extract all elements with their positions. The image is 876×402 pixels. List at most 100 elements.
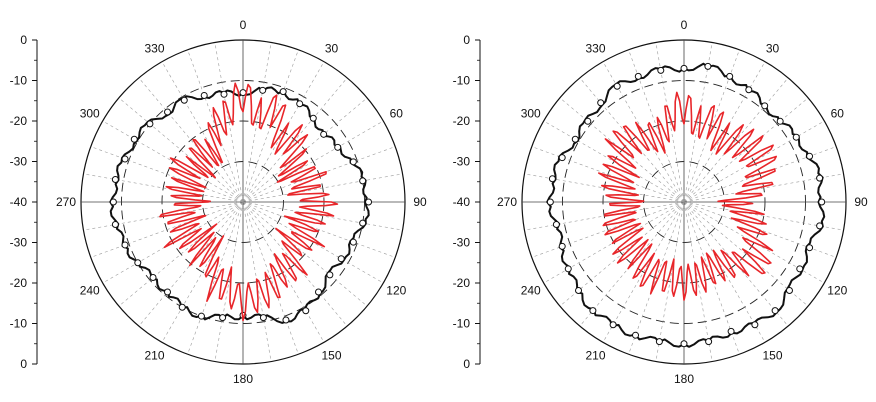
spoke-line bbox=[90, 201, 244, 258]
spoke-line bbox=[242, 201, 403, 231]
spoke-line bbox=[214, 42, 244, 203]
series-marker bbox=[571, 135, 579, 143]
series-marker bbox=[634, 72, 642, 80]
spoke-line bbox=[242, 201, 325, 343]
radial-tick-label: -30 bbox=[10, 236, 28, 250]
radial-tick-label: -30 bbox=[10, 155, 28, 169]
spoke-line bbox=[118, 201, 244, 307]
spoke-line bbox=[683, 201, 844, 231]
series-marker bbox=[816, 222, 824, 230]
series-marker bbox=[705, 338, 713, 346]
angle-tick-label: 210 bbox=[585, 348, 605, 362]
series-marker bbox=[130, 135, 138, 143]
series-marker bbox=[704, 62, 712, 70]
series-marker bbox=[220, 90, 228, 98]
series-marker bbox=[180, 96, 188, 104]
series-marker bbox=[548, 175, 556, 183]
spoke-line bbox=[138, 77, 244, 203]
spoke-line bbox=[628, 201, 685, 355]
series-marker bbox=[575, 287, 583, 295]
angle-tick-label: 0 bbox=[240, 18, 247, 32]
series-marker bbox=[134, 259, 142, 267]
angle-tick-label: 0 bbox=[681, 18, 688, 32]
series-marker bbox=[365, 198, 373, 206]
series-marker bbox=[680, 64, 688, 72]
series-marker bbox=[296, 100, 304, 108]
series-marker bbox=[359, 219, 367, 227]
spoke-line bbox=[242, 77, 348, 203]
spoke-line bbox=[655, 201, 685, 362]
series-marker bbox=[806, 244, 814, 252]
series-marker bbox=[584, 117, 592, 125]
spoke-line bbox=[683, 201, 766, 343]
series-marker bbox=[282, 316, 290, 324]
angle-tick-label: 300 bbox=[80, 107, 100, 121]
angle-tick-label: 270 bbox=[56, 195, 76, 209]
series-marker bbox=[771, 307, 779, 315]
spoke-line bbox=[683, 77, 789, 203]
series-marker bbox=[726, 72, 734, 80]
series-marker bbox=[564, 265, 572, 273]
series-marker bbox=[816, 174, 824, 182]
series-marker bbox=[761, 102, 769, 110]
radial-tick-label: -30 bbox=[453, 155, 471, 169]
series-marker bbox=[219, 314, 227, 322]
series-marker bbox=[597, 99, 605, 107]
series-marker bbox=[309, 114, 317, 122]
angle-tick-label: 240 bbox=[521, 284, 541, 298]
angle-tick-label: 60 bbox=[831, 107, 845, 121]
series-marker bbox=[632, 331, 640, 339]
series-marker bbox=[178, 303, 186, 311]
spoke-line bbox=[531, 201, 685, 258]
angle-tick-label: 90 bbox=[854, 195, 868, 209]
series-line bbox=[546, 62, 826, 348]
series-marker bbox=[259, 86, 267, 94]
series-marker bbox=[785, 287, 793, 295]
series-marker bbox=[745, 86, 753, 94]
series-marker bbox=[200, 91, 208, 99]
spoke-line bbox=[187, 201, 244, 355]
series-marker bbox=[197, 312, 205, 320]
angle-tick-label: 330 bbox=[144, 42, 164, 56]
series-marker bbox=[111, 175, 119, 183]
series-marker bbox=[121, 241, 129, 249]
radial-tick-label: 0 bbox=[20, 33, 27, 47]
spoke-line bbox=[161, 201, 244, 343]
series-marker bbox=[818, 198, 826, 206]
series-marker bbox=[552, 221, 560, 229]
series-marker bbox=[558, 154, 566, 162]
spoke-line bbox=[242, 201, 348, 327]
series-line bbox=[159, 82, 339, 322]
series-marker bbox=[326, 271, 334, 279]
series-marker bbox=[146, 120, 154, 128]
series-marker bbox=[546, 198, 554, 206]
spoke-line bbox=[242, 97, 368, 203]
spoke-line bbox=[579, 201, 685, 327]
polar-chart-1: 0 30 60 90 120 150 180 210 240 270 300 330 0 -10 -20 -3… bbox=[10, 18, 427, 386]
angle-tick-label: 120 bbox=[386, 284, 406, 298]
series-marker bbox=[334, 143, 342, 151]
spoke-line bbox=[242, 173, 403, 203]
series-line bbox=[598, 91, 777, 301]
spoke-line bbox=[102, 120, 244, 203]
angle-tick-label: 150 bbox=[321, 348, 341, 362]
radial-tick-label: -10 bbox=[10, 317, 28, 331]
spoke-line bbox=[683, 201, 789, 327]
series-marker bbox=[359, 177, 367, 185]
angle-tick-label: 300 bbox=[521, 107, 541, 121]
radial-tick-label: -40 bbox=[10, 195, 28, 209]
series-marker bbox=[302, 307, 310, 315]
polar-chart-2: 0 30 60 90 120 150 180 210 240 270 300 330 0 -10 -20 -3… bbox=[453, 18, 868, 386]
series-marker bbox=[751, 321, 759, 329]
spoke-line bbox=[242, 201, 299, 355]
spoke-line bbox=[683, 173, 844, 203]
spoke-line bbox=[242, 120, 384, 203]
radial-tick-label: -30 bbox=[453, 236, 471, 250]
series-marker bbox=[164, 288, 172, 296]
angle-tick-label: 180 bbox=[674, 372, 694, 386]
spoke-line bbox=[683, 97, 809, 203]
spoke-line bbox=[683, 201, 713, 362]
spoke-line bbox=[187, 49, 244, 203]
angle-tick-label: 210 bbox=[144, 348, 164, 362]
